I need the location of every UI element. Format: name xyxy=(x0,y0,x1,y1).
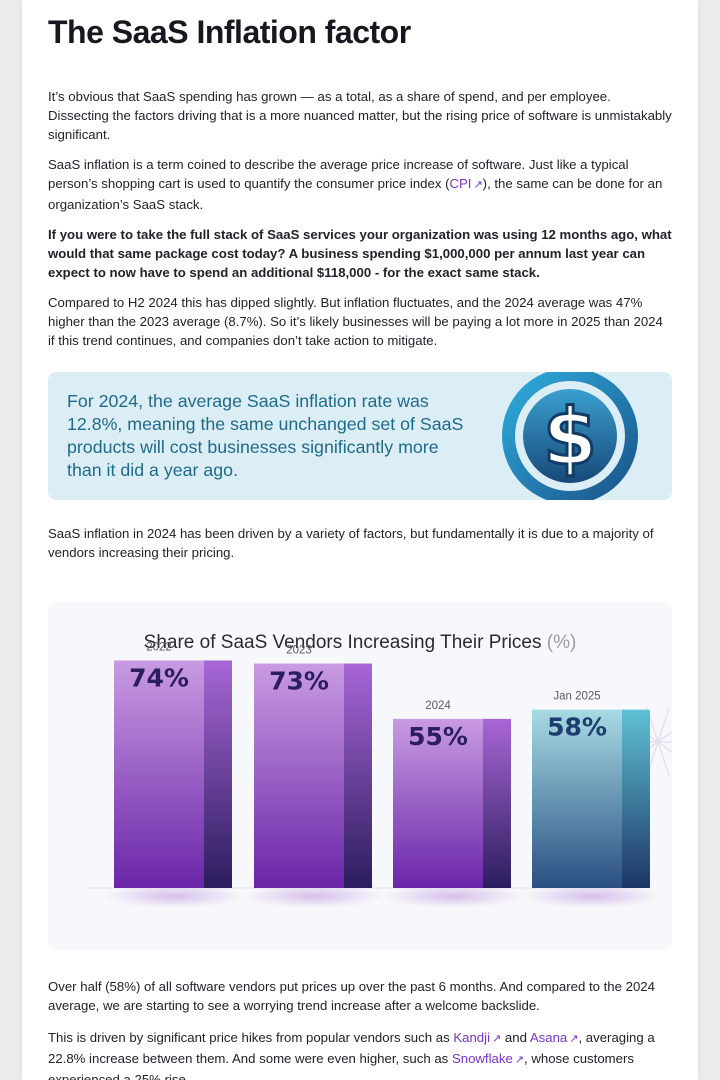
bar-chart: 2022 74% 2023 73% 2024 55% Jan 2025 58% xyxy=(88,641,672,908)
dollar-coin-icon: $ xyxy=(502,372,638,500)
bar-side xyxy=(344,663,372,888)
bar-glow xyxy=(104,884,244,908)
cpi-link[interactable]: CPI ↗ xyxy=(449,176,483,191)
chart-card: Share of SaaS Vendors Increasing Their P… xyxy=(48,602,672,950)
inflation-callout: For 2024, the average SaaS inflation rat… xyxy=(48,372,672,500)
value-label: 58% xyxy=(547,713,607,742)
svg-text:$: $ xyxy=(543,393,597,483)
external-link-icon: ↗ xyxy=(492,1033,502,1045)
value-label: 74% xyxy=(129,663,189,692)
chart-title: Share of SaaS Vendors Increasing Their P… xyxy=(143,632,577,653)
bar-jan-2025 xyxy=(532,709,622,888)
asana-link[interactable]: Asana ↗ xyxy=(529,1030,579,1045)
value-label: 55% xyxy=(408,722,468,751)
bar-2022 xyxy=(114,660,204,888)
article-page: The SaaS Inflation factor It’s obvious t… xyxy=(22,0,698,1080)
bar-2024 xyxy=(393,718,483,888)
category-label: 2024 xyxy=(425,700,451,712)
category-label: Jan 2025 xyxy=(553,691,600,703)
external-link-icon: ↗ xyxy=(569,1033,579,1045)
paragraph-intro: It’s obvious that SaaS spending has grow… xyxy=(48,89,672,142)
category-label: 2023 xyxy=(286,645,312,657)
page-title: The SaaS Inflation factor xyxy=(48,14,411,50)
paragraph-comparison: Compared to H2 2024 this has dipped slig… xyxy=(48,295,663,348)
bar-glow xyxy=(244,884,384,908)
bar-glow xyxy=(383,884,523,908)
external-link-icon: ↗ xyxy=(514,1054,525,1066)
value-label: 73% xyxy=(269,667,329,696)
kandji-link[interactable]: Kandji ↗ xyxy=(453,1030,502,1045)
bar-side xyxy=(483,718,511,888)
paragraph-drivers: SaaS inflation in 2024 has been driven b… xyxy=(48,526,654,560)
snowflake-link[interactable]: Snowflake ↗ xyxy=(451,1051,525,1066)
paragraph-text: ), the same can be done for an organizat… xyxy=(48,176,663,212)
paragraph-text: SaaS inflation is a term coined to descr… xyxy=(48,157,629,191)
paragraph-bold-question: If you were to take the full stack of Sa… xyxy=(48,227,672,280)
bar-2023 xyxy=(254,663,344,888)
paragraph-definition: SaaS inflation is a term coined to descr… xyxy=(48,155,672,214)
bar-side xyxy=(204,660,232,888)
bar-glow xyxy=(522,884,662,908)
callout-text: For 2024, the average SaaS inflation rat… xyxy=(67,391,464,480)
paragraph-vendors: This is driven by significant price hike… xyxy=(48,1030,655,1080)
paragraph-over-half: Over half (58%) of all software vendors … xyxy=(48,979,655,1013)
bar-side xyxy=(622,709,650,888)
category-label: 2022 xyxy=(146,641,172,653)
external-link-icon: ↗ xyxy=(473,179,483,191)
